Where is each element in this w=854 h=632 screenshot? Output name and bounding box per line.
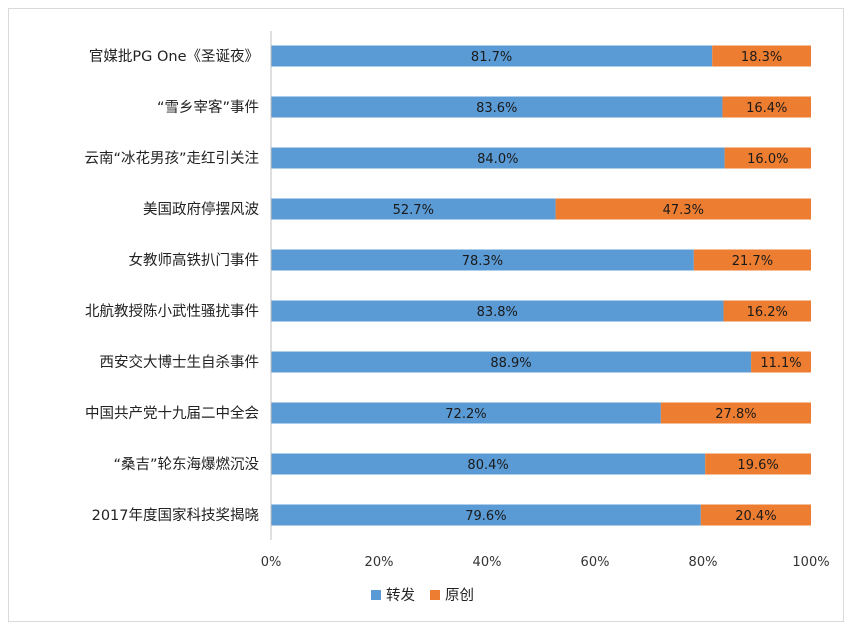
data-label: 16.2% [747,305,788,320]
data-label: 80.4% [467,458,508,473]
x-tick-label: 0% [261,555,282,570]
category-label: 美国政府停摆风波 [143,201,259,218]
data-label: 11.1% [760,356,801,371]
data-label: 52.7% [393,203,434,218]
data-label: 47.3% [663,203,704,218]
category-label: 云南“冰花男孩”走红引关注 [84,150,259,167]
bar-segment-original [693,249,811,271]
bar-segment-original [705,453,811,475]
bar-segment-original [724,147,811,169]
data-label: 81.7% [471,50,512,65]
data-label: 83.8% [477,305,518,320]
bar-segment-original [555,198,811,220]
data-label: 79.6% [465,509,506,524]
bar-segment-forward [271,198,556,220]
data-label: 18.3% [741,50,782,65]
data-label: 20.4% [735,509,776,524]
legend-label: 原创 [445,587,474,604]
bar-segment-forward [271,147,725,169]
category-label: “雪乡宰客”事件 [157,99,259,116]
x-tick-label: 80% [689,555,718,570]
data-label: 19.6% [737,458,778,473]
bar-segment-original [660,402,811,424]
bar-segment-forward [271,402,661,424]
data-label: 16.0% [747,152,788,167]
legend-swatch [430,590,440,600]
x-tick-label: 40% [473,555,502,570]
category-label: 2017年度国家科技奖揭晓 [92,507,259,524]
legend-swatch [371,590,381,600]
data-label: 78.3% [462,254,503,269]
x-tick-label: 100% [792,555,829,570]
bar-segment-forward [271,351,752,373]
x-tick-label: 60% [581,555,610,570]
bar-segment-original [712,45,811,67]
bars-group: 81.7% 18.3% 83.6% 16.4% 84.0% 16.0% 52.7% 47.3%… [271,45,811,526]
category-labels: 官媒批PG One《圣诞夜》 “雪乡宰客”事件云南“冰花男孩”走红引关注美国政府停… [84,48,259,524]
data-label: 72.2% [445,407,486,422]
data-label: 83.6% [476,101,517,116]
data-label: 16.4% [746,101,787,116]
bar-segment-forward [271,45,713,67]
data-label: 88.9% [490,356,531,371]
bar-segment-forward [271,249,694,271]
bar-segment-original [700,504,811,526]
data-label: 84.0% [477,152,518,167]
bar-segment-forward [271,96,723,118]
x-tick-label: 20% [365,555,394,570]
data-label: 27.8% [715,407,756,422]
bar-segment-forward [271,453,706,475]
bar-segment-forward [271,300,724,322]
category-label: “桑吉”轮东海爆燃沉没 [113,455,259,473]
data-label: 21.7% [732,254,773,269]
category-label: 北航教授陈小武性骚扰事件 [85,302,259,320]
category-label: 西安交大博士生自杀事件 [100,353,260,371]
category-label: 女教师高铁扒门事件 [129,251,260,269]
bar-segment-original [751,351,811,373]
category-label: 官媒批PG One《圣诞夜》 [89,48,259,65]
bar-segment-original [722,96,811,118]
category-label: 中国共产党十九届二中全会 [85,404,259,422]
bar-segment-forward [271,504,701,526]
x-axis: 0% 20% 40% 60% 80% 100% [261,31,830,570]
legend: 转发 原创 [371,587,474,604]
bar-segment-original [723,300,811,322]
legend-label: 转发 [386,587,415,604]
